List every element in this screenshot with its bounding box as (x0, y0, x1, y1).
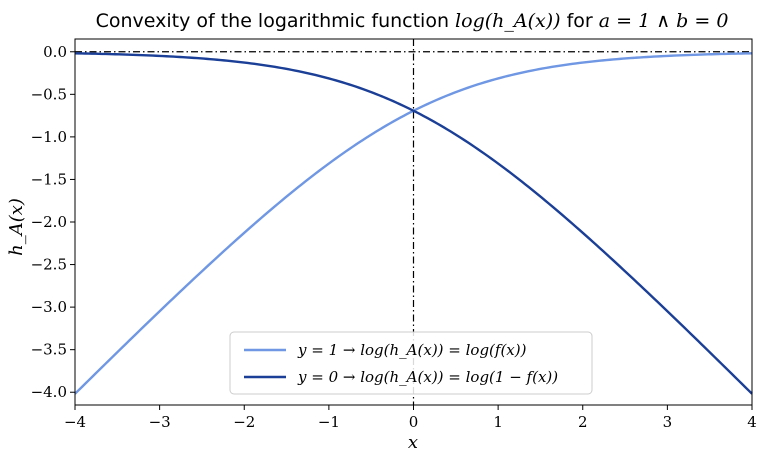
x-tick-label: 0 (409, 413, 419, 431)
y-tick-label: −3.5 (31, 341, 67, 359)
series-line-2 (74, 52, 753, 395)
x-tick-label: 3 (663, 413, 673, 431)
y-axis-ticks: 0.0 −0.5 −1.0 −1.5 −2.0 −2.5 −3.0 −3.5 −4.0 (31, 43, 75, 401)
y-tick-label: −3.0 (31, 298, 67, 316)
series-group (74, 52, 753, 395)
x-tick-label: −2 (233, 413, 255, 431)
chart-title-prefix: Convexity of the logarithmic function (96, 10, 455, 32)
chart-title-function: log(h_A(x)) (455, 10, 561, 32)
x-axis-label: x (408, 432, 418, 453)
y-tick-label: −0.5 (31, 85, 67, 103)
x-tick-label: 2 (578, 413, 588, 431)
y-axis-label: h_A(x) (6, 198, 27, 256)
x-tick-label: 4 (747, 413, 757, 431)
x-tick-label: −3 (149, 413, 171, 431)
chart-title: Convexity of the logarithmic function lo… (96, 10, 729, 32)
x-tick-label: −4 (64, 413, 86, 431)
y-tick-label: −1.5 (31, 170, 67, 188)
legend-box (229, 331, 593, 395)
y-tick-label: −2.5 (31, 256, 67, 274)
x-tick-label: 1 (493, 413, 503, 431)
legend-label-series-1: y = 1 → log(h_A(x)) = log(f(x)) (297, 341, 527, 359)
legend-label-series-2: y = 0 → log(h_A(x)) = log(1 − f(x)) (297, 368, 558, 386)
legend: y = 1 → log(h_A(x)) = log(f(x)) y = 0 → … (229, 331, 593, 395)
chart-title-condition: a = 1 ∧ b = 0 (599, 10, 729, 32)
y-tick-label: 0.0 (43, 43, 67, 61)
chart-title-mid: for (561, 10, 599, 32)
y-tick-label: −1.0 (31, 128, 67, 146)
x-tick-label: −1 (318, 413, 340, 431)
y-tick-label: −2.0 (31, 213, 67, 231)
x-axis-ticks: −4 −3 −2 −1 0 1 2 3 4 (64, 405, 757, 431)
y-tick-label: −4.0 (31, 383, 67, 401)
